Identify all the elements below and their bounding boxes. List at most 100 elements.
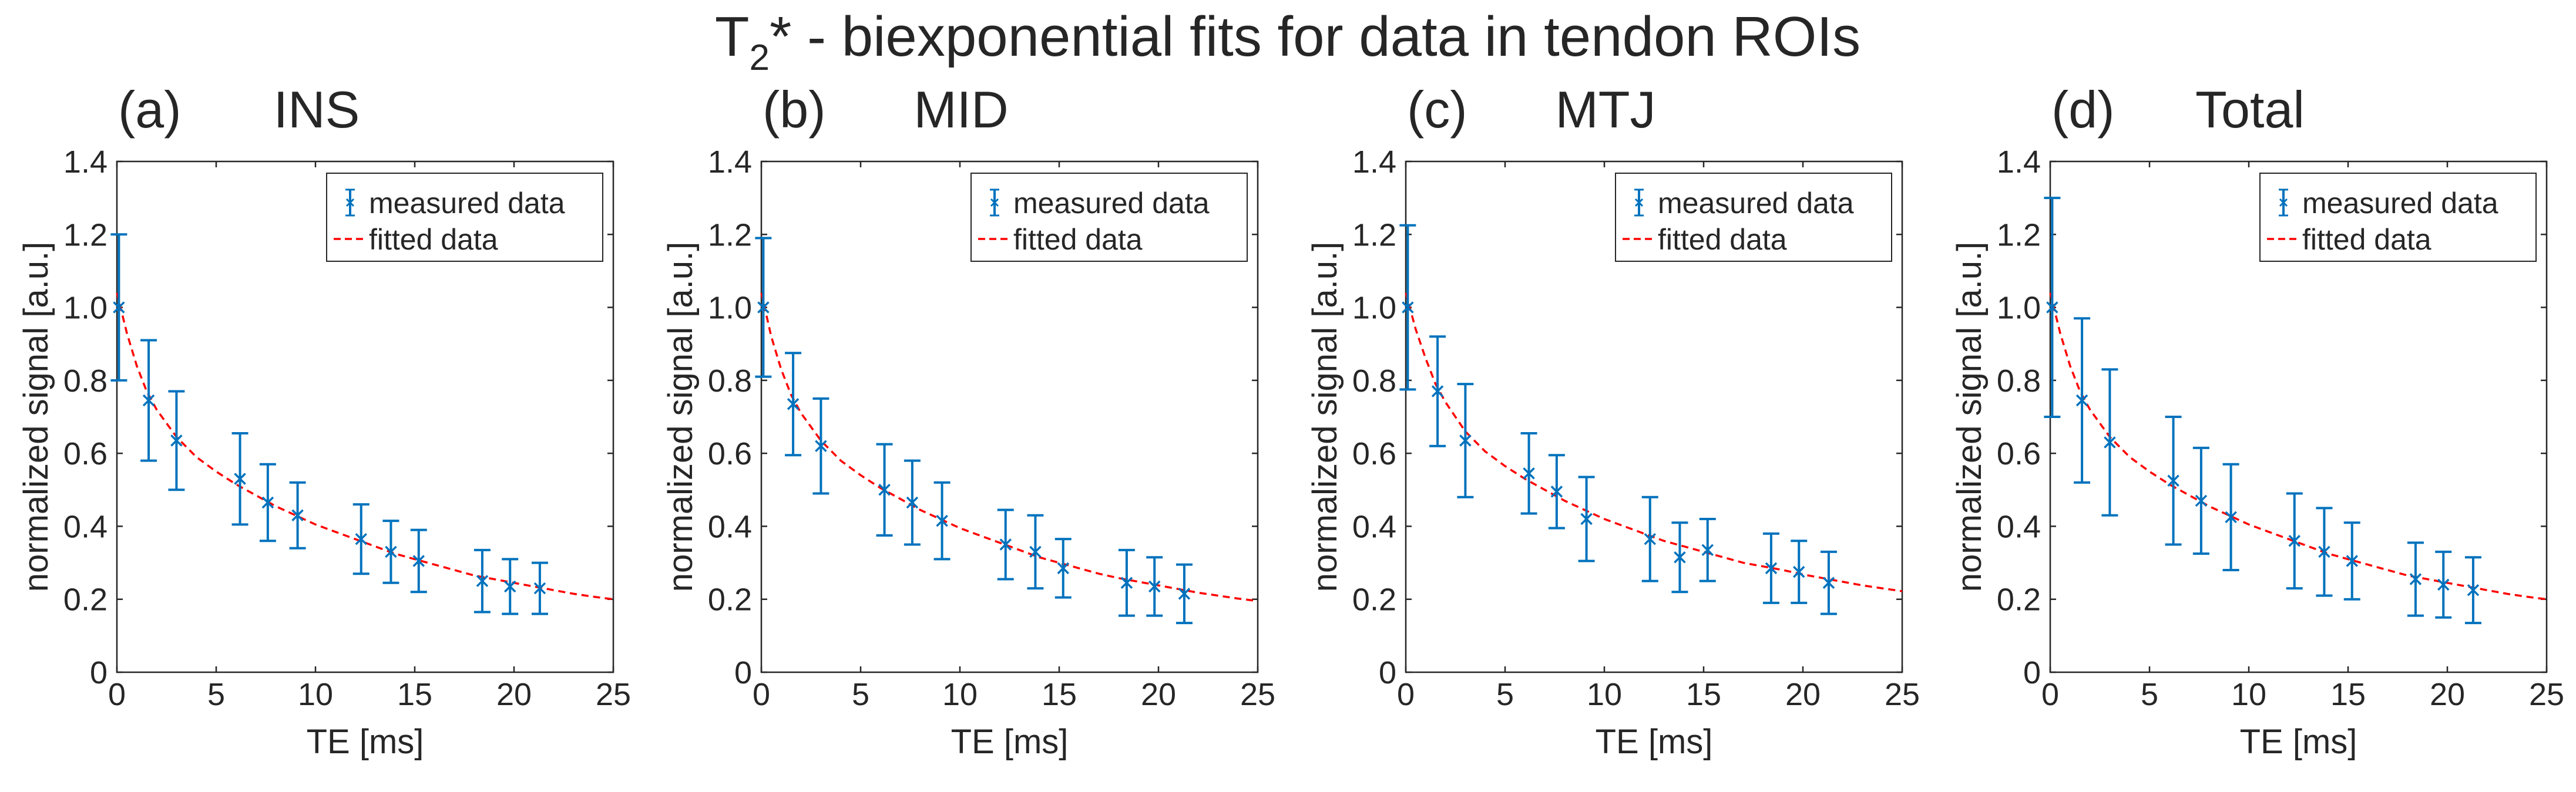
figure-title: T2* - biexponential fits for data in ten… bbox=[715, 5, 1860, 78]
x-marker bbox=[1120, 577, 1133, 589]
panel-total: (d) Total 0 5 10 15 20 25 0 0.2 0.4 0.6 0.8 1.0 1.2 1.4… bbox=[1950, 80, 2564, 761]
y-tick-label: 0.4 bbox=[1352, 509, 1396, 544]
x-tick-label: 15 bbox=[1042, 677, 1077, 712]
panel-label: (b) bbox=[763, 80, 826, 139]
y-tick-label: 1.4 bbox=[1352, 144, 1396, 180]
x-marker bbox=[2437, 578, 2450, 591]
x-marker bbox=[476, 575, 489, 587]
panel-ins: (a) INS 0 5 10 15 20 25 0 0.2 0.4 0.6 0.8 1.0 1.2 1.4 TE… bbox=[17, 80, 631, 761]
data-point bbox=[1671, 521, 1688, 594]
y-axis-label: normalized signal [a.u.] bbox=[1950, 242, 1989, 592]
x-axis-label: TE [ms] bbox=[307, 723, 424, 761]
y-tick-label: 0.2 bbox=[1997, 582, 2041, 618]
data-point bbox=[1548, 454, 1565, 530]
panel-title: INS bbox=[274, 80, 360, 139]
x-tick-label: 0 bbox=[108, 677, 126, 712]
data-point bbox=[785, 352, 802, 457]
data-point bbox=[2316, 507, 2333, 597]
y-tick-label: 1.4 bbox=[63, 144, 108, 180]
data-point bbox=[473, 548, 491, 614]
data-point bbox=[382, 520, 399, 584]
data-point bbox=[933, 481, 951, 561]
y-tick-label: 0.8 bbox=[1997, 363, 2041, 399]
y-tick-label: 1.0 bbox=[1352, 291, 1396, 326]
legend-x-marker bbox=[345, 198, 355, 207]
x-tick-label: 10 bbox=[2231, 677, 2266, 712]
data-point bbox=[2222, 463, 2239, 571]
data-point bbox=[2286, 492, 2303, 590]
data-point bbox=[2044, 197, 2061, 418]
x-marker bbox=[533, 582, 546, 595]
data-point bbox=[410, 528, 427, 594]
y-tick-label: 0.4 bbox=[708, 509, 752, 544]
x-marker bbox=[906, 496, 919, 509]
legend-box bbox=[2259, 173, 2537, 262]
x-marker bbox=[113, 301, 125, 314]
legend-label-measured: measured data bbox=[369, 187, 565, 220]
data-point bbox=[904, 459, 921, 546]
data-point bbox=[1027, 514, 1044, 590]
legend-label-fitted: fitted data bbox=[2302, 223, 2431, 256]
legend-box bbox=[326, 173, 603, 262]
fitted-curve bbox=[1405, 292, 1903, 592]
y-tick-label: 1.0 bbox=[63, 291, 108, 326]
y-tick-label: 0.2 bbox=[1352, 582, 1396, 618]
y-tick-label: 0.2 bbox=[63, 582, 108, 618]
x-tick-label: 25 bbox=[1885, 677, 1920, 712]
x-marker bbox=[1701, 544, 1714, 557]
data-point bbox=[110, 233, 127, 382]
x-marker bbox=[1057, 562, 1069, 575]
x-marker bbox=[2467, 584, 2480, 596]
legend-x-marker bbox=[1634, 198, 1644, 207]
data-point bbox=[2101, 368, 2118, 517]
data-point bbox=[2435, 550, 2452, 619]
legend-label-measured: measured data bbox=[1013, 187, 1210, 220]
x-marker bbox=[261, 496, 274, 509]
x-marker bbox=[1402, 301, 1414, 314]
panels: (a) INS 0 5 10 15 20 25 0 0.2 0.4 0.6 0.8 1.0 1.2 1.4 TE… bbox=[17, 80, 2564, 761]
panel-label: (a) bbox=[118, 80, 182, 139]
x-marker bbox=[234, 473, 246, 485]
x-tick-label: 15 bbox=[397, 677, 432, 712]
x-marker bbox=[757, 301, 770, 314]
data-point bbox=[502, 558, 519, 615]
x-tick-label: 25 bbox=[2529, 677, 2564, 712]
x-marker bbox=[291, 509, 304, 522]
data-point bbox=[1399, 224, 1416, 391]
x-marker bbox=[1580, 513, 1593, 525]
data-point bbox=[231, 432, 248, 526]
data-point bbox=[289, 481, 306, 550]
panel-title: Total bbox=[2195, 80, 2305, 139]
x-tick-label: 0 bbox=[753, 677, 770, 712]
x-tick-label: 0 bbox=[1397, 677, 1415, 712]
y-tick-label: 1.0 bbox=[708, 291, 752, 326]
legend-box bbox=[1615, 173, 1892, 262]
y-tick-label: 0 bbox=[1379, 655, 1396, 690]
x-marker bbox=[1765, 562, 1778, 575]
x-marker bbox=[504, 580, 516, 593]
fitted-curve bbox=[2049, 292, 2547, 601]
data-point bbox=[1641, 496, 1658, 582]
x-marker bbox=[878, 484, 891, 496]
title-prefix: T bbox=[715, 5, 750, 68]
x-marker bbox=[1178, 588, 1191, 600]
y-tick-label: 0 bbox=[90, 655, 108, 690]
x-marker bbox=[1644, 533, 1656, 545]
x-tick-label: 20 bbox=[2430, 677, 2465, 712]
y-axis-label: normalized signal [a.u.] bbox=[17, 242, 55, 592]
legend-x-marker bbox=[990, 198, 999, 207]
x-marker bbox=[2075, 394, 2088, 407]
panel-title: MTJ bbox=[1555, 80, 1655, 139]
x-marker bbox=[1550, 486, 1563, 498]
data-point bbox=[1791, 540, 1808, 604]
y-tick-label: 0.4 bbox=[63, 509, 108, 544]
x-tick-label: 10 bbox=[1587, 677, 1622, 712]
y-tick-label: 1.2 bbox=[63, 217, 108, 252]
y-tick-label: 0.6 bbox=[708, 436, 752, 471]
y-tick-label: 0.2 bbox=[708, 582, 752, 618]
x-tick-label: 10 bbox=[942, 677, 978, 712]
x-marker bbox=[1029, 545, 1042, 558]
x-tick-label: 5 bbox=[852, 677, 869, 712]
panel-mtj: (c) MTJ 0 5 10 15 20 25 0 0.2 0.4 0.6 0.8 1.0 1.2 1.4 TE… bbox=[1306, 80, 1920, 761]
